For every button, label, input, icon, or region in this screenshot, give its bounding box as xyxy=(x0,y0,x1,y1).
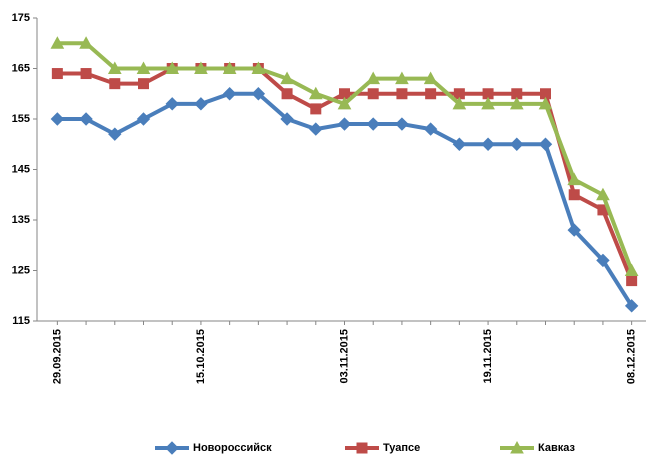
marker xyxy=(309,122,323,136)
y-tick-label: 175 xyxy=(12,12,30,24)
y-tick-label: 155 xyxy=(12,113,30,125)
marker xyxy=(222,87,237,101)
x-tick-label: 19.11.2015 xyxy=(482,329,494,383)
marker xyxy=(395,71,409,85)
marker xyxy=(538,96,553,110)
marker xyxy=(452,137,467,151)
marker xyxy=(222,61,237,74)
marker xyxy=(624,263,639,276)
marker xyxy=(366,117,380,131)
marker xyxy=(366,71,381,85)
marker xyxy=(251,61,266,74)
marker xyxy=(423,122,438,136)
marker xyxy=(165,61,180,74)
marker xyxy=(165,441,179,455)
marker xyxy=(509,96,524,110)
marker xyxy=(194,61,208,74)
marker xyxy=(136,61,151,74)
marker xyxy=(395,117,409,131)
marker xyxy=(251,87,266,101)
legend-label: Новороссийск xyxy=(193,442,272,454)
marker xyxy=(79,112,93,126)
x-tick-label: 03.11.2015 xyxy=(338,329,350,383)
marker xyxy=(280,112,294,126)
marker xyxy=(308,86,323,100)
marker xyxy=(567,172,582,186)
marker xyxy=(280,71,294,85)
marker xyxy=(51,68,63,80)
marker xyxy=(337,117,352,131)
marker xyxy=(356,442,368,454)
marker xyxy=(423,71,438,85)
marker xyxy=(510,440,524,454)
y-tick-label: 135 xyxy=(12,214,30,226)
marker xyxy=(136,112,151,126)
series-line xyxy=(57,41,634,272)
x-tick-label: 29.09.2015 xyxy=(51,329,63,384)
legend-label: Туапсе xyxy=(383,442,420,454)
y-tick-label: 145 xyxy=(12,163,30,175)
marker xyxy=(568,189,580,201)
marker xyxy=(538,137,553,151)
y-tick-label: 125 xyxy=(12,264,30,276)
marker xyxy=(79,36,93,49)
marker xyxy=(626,275,638,287)
marker xyxy=(367,88,379,100)
marker xyxy=(396,88,408,100)
x-tick-label: 08.12.2015 xyxy=(626,329,638,384)
marker xyxy=(310,103,322,115)
marker xyxy=(109,78,121,90)
marker xyxy=(138,78,149,90)
marker xyxy=(596,253,610,268)
marker xyxy=(50,112,65,126)
marker xyxy=(281,88,293,100)
marker xyxy=(80,68,92,80)
marker xyxy=(481,96,495,110)
marker xyxy=(481,137,495,151)
marker xyxy=(165,97,179,111)
marker xyxy=(567,223,581,237)
marker xyxy=(108,127,122,141)
legend-label: Кавказ xyxy=(538,442,575,454)
marker xyxy=(624,299,639,313)
marker xyxy=(425,88,437,100)
marker xyxy=(194,97,208,111)
x-tick-label: 15.10.2015 xyxy=(195,329,207,384)
marker xyxy=(50,36,65,49)
y-tick-label: 115 xyxy=(12,315,30,327)
y-tick-label: 165 xyxy=(12,62,30,74)
marker xyxy=(107,61,122,74)
marker xyxy=(337,96,352,110)
marker xyxy=(452,96,467,110)
marker xyxy=(510,137,524,151)
marker xyxy=(596,187,610,201)
